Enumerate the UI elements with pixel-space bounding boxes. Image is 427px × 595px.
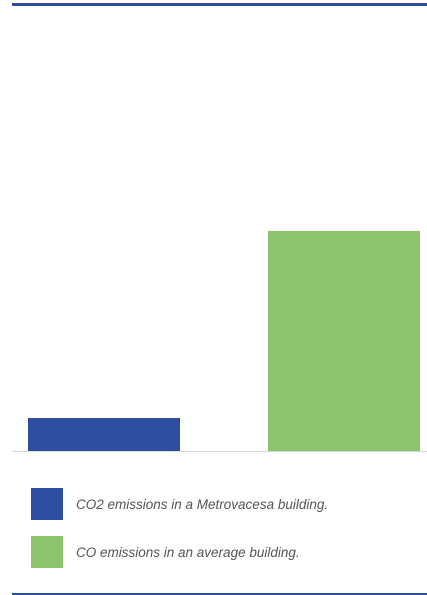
chart-legend: CO2 emissions in a Metrovacesa building.… xyxy=(31,488,421,584)
legend-label-metrovacesa: CO2 emissions in a Metrovacesa building. xyxy=(76,496,329,512)
legend-item-average: CO emissions in an average building. xyxy=(31,536,421,568)
bottom-rule xyxy=(12,593,427,595)
legend-item-metrovacesa: CO2 emissions in a Metrovacesa building. xyxy=(31,488,421,520)
bar-average xyxy=(268,231,420,451)
legend-label-average: CO emissions in an average building. xyxy=(76,544,300,560)
legend-swatch-metrovacesa xyxy=(31,488,63,520)
top-rule xyxy=(12,3,427,6)
legend-swatch-average xyxy=(31,536,63,568)
bar-chart xyxy=(12,231,427,452)
bar-metrovacesa xyxy=(28,418,180,451)
